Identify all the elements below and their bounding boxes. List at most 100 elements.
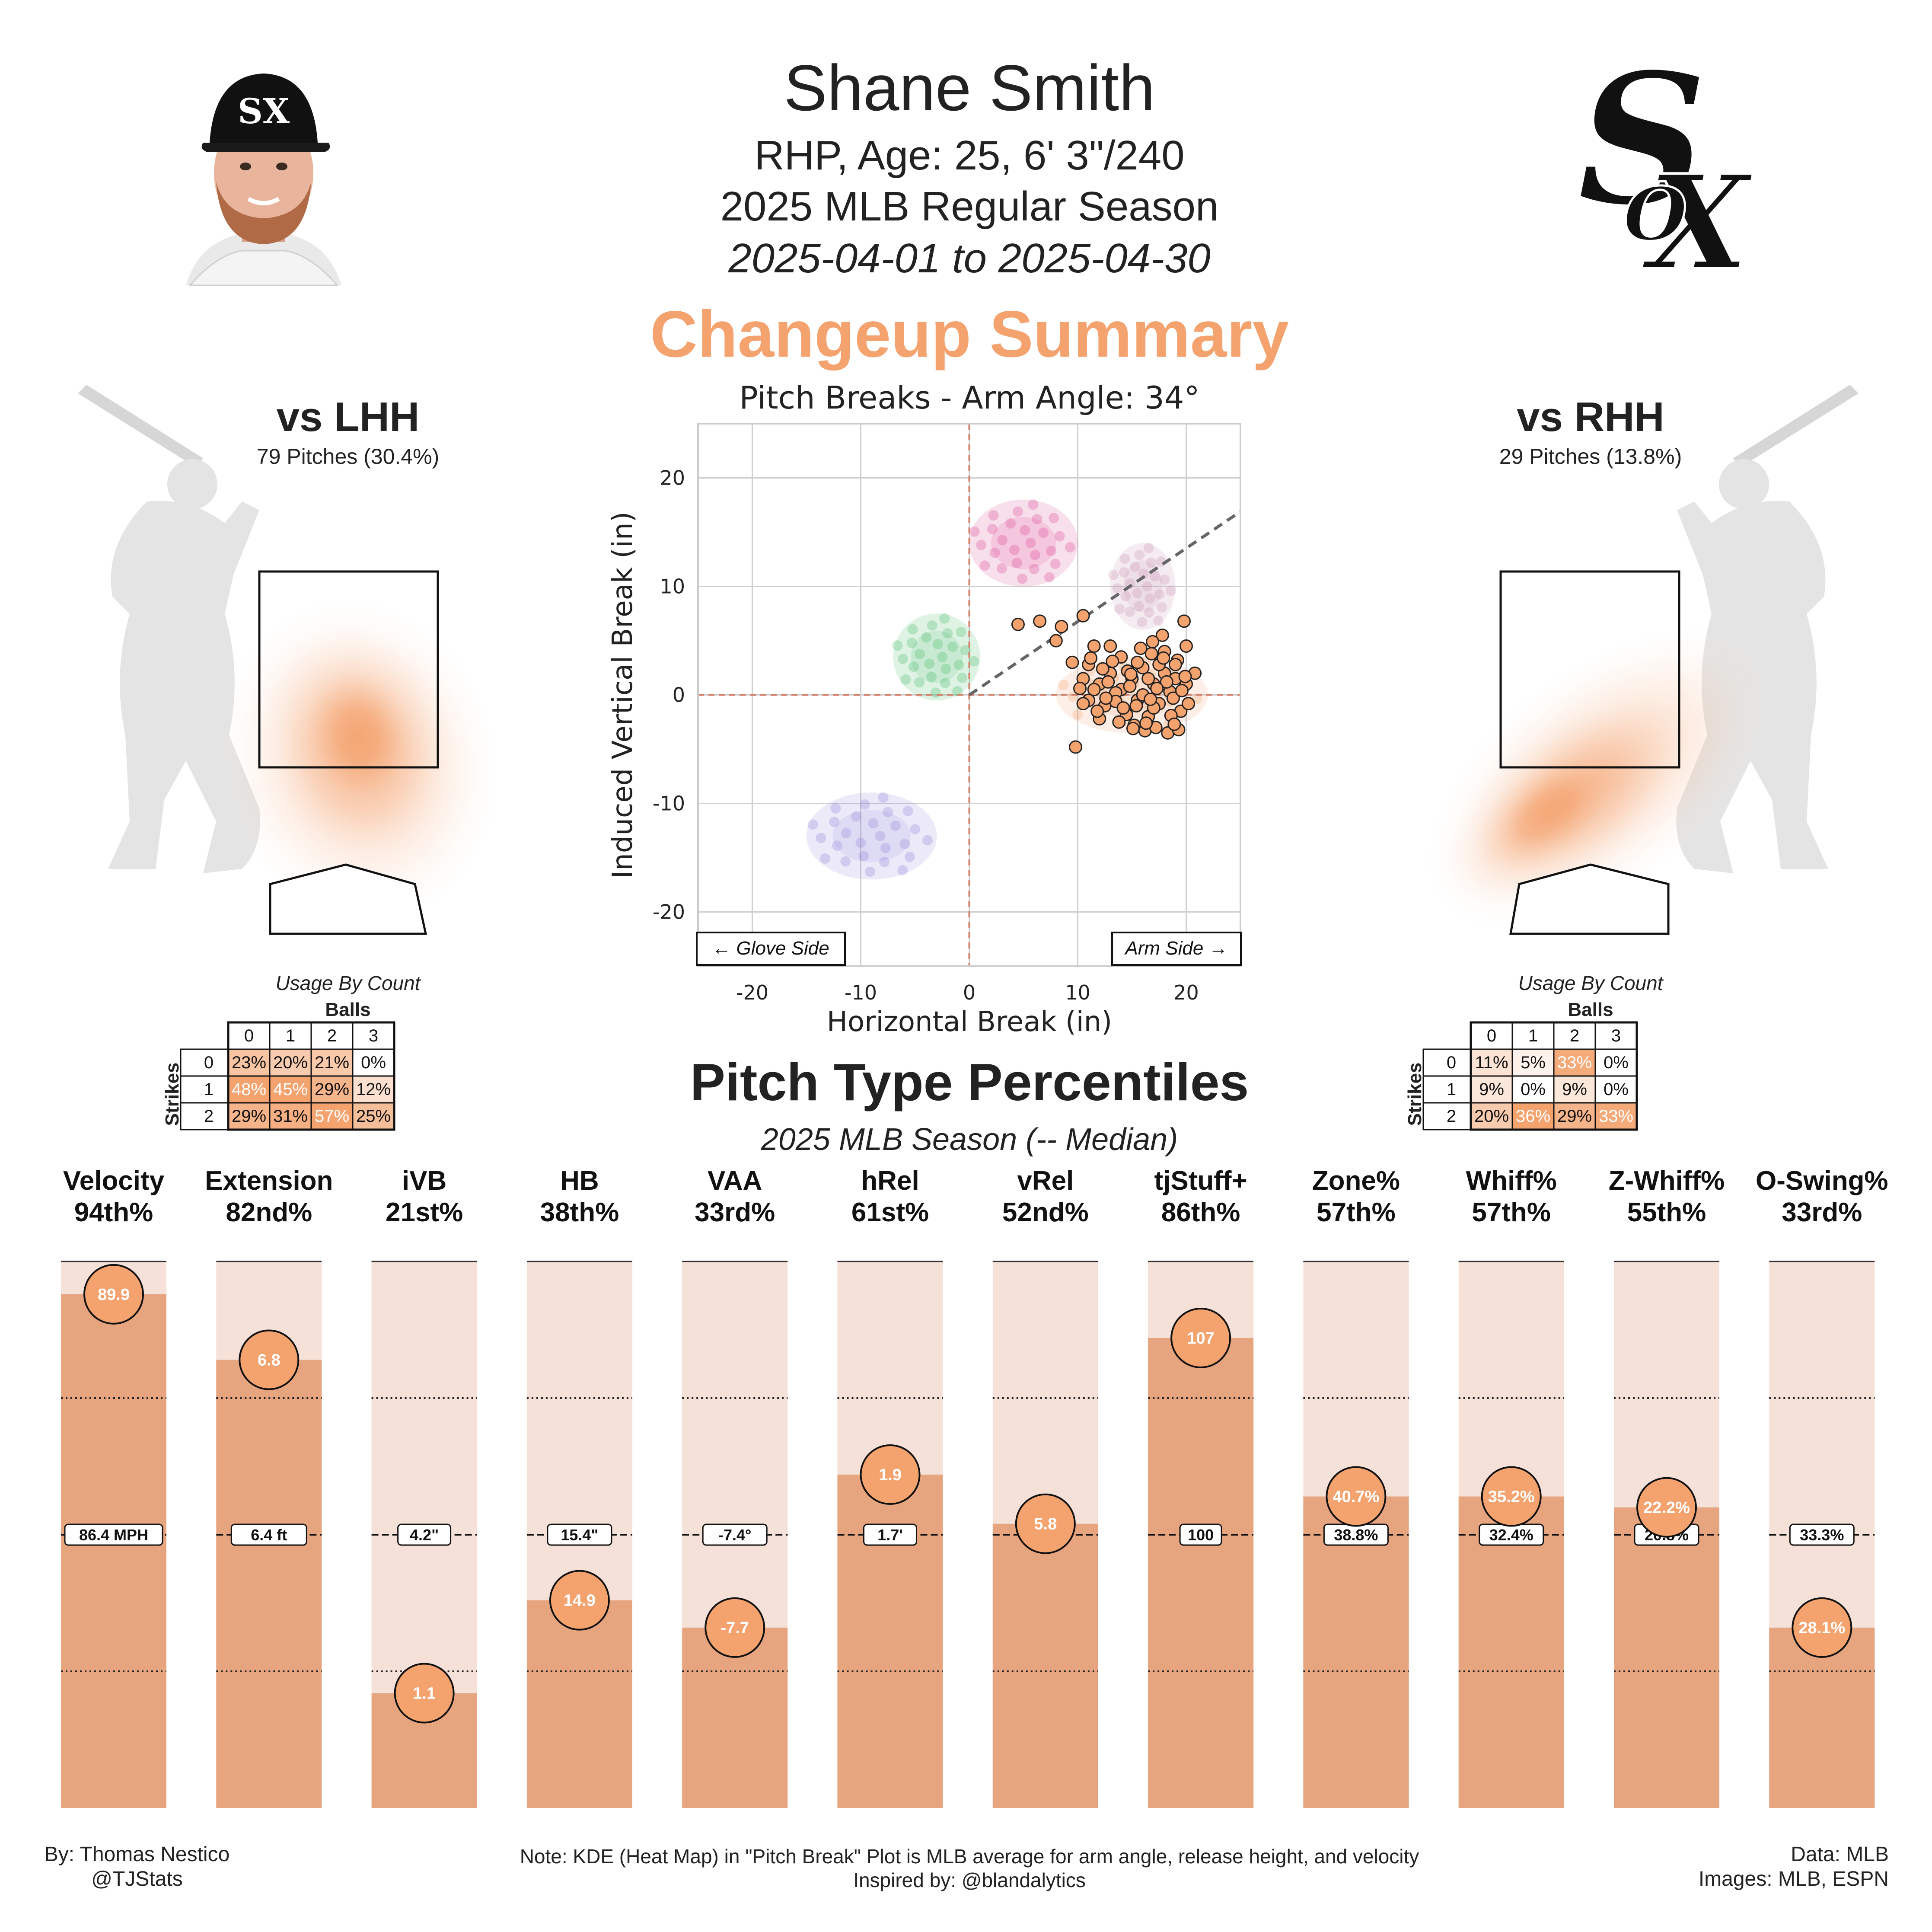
x-tick-label: 20 xyxy=(1173,981,1199,1004)
median-label-box xyxy=(230,1523,307,1546)
league-pitch-dot xyxy=(1049,513,1059,524)
percentile-bar-fill xyxy=(992,1523,1098,1808)
count-cell-value: 29% xyxy=(232,1107,266,1126)
rhh-title: vs RHH xyxy=(1517,394,1664,440)
changeup-point xyxy=(1126,722,1140,735)
league-pitch-dot xyxy=(942,628,953,639)
league-pitch-dot xyxy=(976,540,987,550)
count-cell-value: 20% xyxy=(1474,1107,1509,1126)
median-label: 1.7' xyxy=(877,1526,903,1544)
league-pitch-dot xyxy=(926,671,937,682)
count-cell-value: 29% xyxy=(315,1080,349,1099)
metric-name: Extension xyxy=(205,1166,333,1196)
rhh-panel: vs RHH 29 Pitches (13.8%) Usage By Count… xyxy=(1404,385,1859,1131)
league-pitch-dot xyxy=(851,811,861,822)
league-pitch-dot xyxy=(930,687,941,698)
median-label-box xyxy=(1789,1523,1855,1546)
count-cell-value: 12% xyxy=(356,1080,391,1099)
league-pitch-dot xyxy=(1065,542,1075,552)
break-plot-title: Pitch Breaks - Arm Angle: 34° xyxy=(739,380,1199,416)
changeup-point xyxy=(1145,647,1158,661)
rhh-count-title: Usage By Count xyxy=(1518,972,1664,994)
strike-header-cell xyxy=(1422,1102,1472,1130)
league-pitch-dot xyxy=(868,818,879,829)
arm-side-box: Arm Side → xyxy=(1111,932,1242,966)
league-pitch-dot xyxy=(979,560,990,571)
break-y-label: Induced Vertical Break (in) xyxy=(607,511,639,878)
glove-side-label: ← Glove Side xyxy=(712,938,829,959)
league-pitch-dot xyxy=(855,837,866,848)
percentiles-section: Pitch Type Percentiles 2025 MLB Season (… xyxy=(61,1053,1888,1808)
rhh-balls-label: Balls xyxy=(1568,999,1613,1020)
break-x-label: Horizontal Break (in) xyxy=(827,1006,1112,1038)
changeup-point xyxy=(1116,701,1130,715)
y-tick-label: 0 xyxy=(673,683,685,707)
metric-percentile: 82nd% xyxy=(226,1198,312,1227)
league-kde-cluster xyxy=(1109,542,1176,631)
league-pitch-dot xyxy=(914,677,925,688)
value-marker xyxy=(1481,1466,1542,1527)
value-label: 107 xyxy=(1187,1329,1214,1348)
lhh-count-table: 0 1 2 3 0 23% 20% 21% 0% 1 48% 45% 29% 12% 2 29% 31% 57% 2… xyxy=(180,1021,395,1131)
league-pitch-dot xyxy=(1028,499,1039,510)
league-pitch-dot xyxy=(898,654,909,664)
lhh-panel: vs LHH 79 Pitches (30.4%) Usage By Count… xyxy=(78,385,499,1131)
metric-name: Whiff% xyxy=(1466,1166,1557,1196)
league-kde-core xyxy=(991,517,1056,569)
changeup-point xyxy=(1087,683,1101,696)
changeup-point xyxy=(1076,697,1090,711)
footer: By: Thomas Nestico @TJStats Note: KDE (H… xyxy=(45,1843,1889,1891)
changeup-point xyxy=(1182,697,1196,711)
median-label: 33.3% xyxy=(1800,1526,1844,1544)
league-pitch-dot xyxy=(939,613,950,624)
player-headshot: SX xyxy=(186,73,341,286)
league-pitch-dot xyxy=(807,819,818,830)
arm-angle-line xyxy=(968,510,1240,696)
strike-header-0: 0 xyxy=(1447,1053,1456,1072)
strike-header-2: 2 xyxy=(1447,1107,1456,1126)
count-cell-value: 48% xyxy=(232,1080,266,1099)
value-marker xyxy=(549,1570,610,1631)
value-marker xyxy=(239,1329,300,1390)
league-pitch-dot xyxy=(906,638,917,648)
metric-name: iVB xyxy=(402,1166,446,1196)
changeup-point xyxy=(1011,617,1025,631)
count-cell-value: 5% xyxy=(1521,1053,1546,1072)
league-pitch-dot xyxy=(937,651,948,662)
changeup-point xyxy=(1168,658,1182,671)
league-pitch-dot xyxy=(902,806,913,817)
rhh-home-plate xyxy=(1509,863,1670,935)
value-label: -7.7 xyxy=(721,1619,749,1637)
x-tick-label: 10 xyxy=(1065,981,1090,1004)
count-cell-value: 0% xyxy=(1521,1080,1546,1099)
team-logo: S X O xyxy=(1575,32,1755,300)
count-cell-value: 33% xyxy=(1599,1107,1633,1126)
arm-side-label: Arm Side → xyxy=(1124,938,1227,959)
metric-percentile: 52nd% xyxy=(1002,1198,1089,1227)
count-cell xyxy=(1553,1048,1596,1077)
league-pitch-dot xyxy=(865,866,876,877)
league-pitch-dot xyxy=(1153,615,1164,626)
count-cell-value: 33% xyxy=(1557,1053,1592,1072)
strike-header-0: 0 xyxy=(204,1053,214,1072)
value-label: 6.8 xyxy=(258,1351,281,1370)
metric-name: O-Swing% xyxy=(1756,1166,1888,1196)
league-pitch-dot xyxy=(1005,518,1016,529)
league-pitch-dot xyxy=(1145,557,1156,568)
league-pitch-dot xyxy=(1112,583,1123,594)
league-pitch-dot xyxy=(880,843,891,853)
changeup-point xyxy=(1123,679,1137,693)
count-cell xyxy=(269,1075,312,1104)
league-pitch-dot xyxy=(1032,514,1043,524)
league-pitch-dot xyxy=(953,659,964,670)
median-label: -7.4° xyxy=(718,1526,751,1544)
value-marker xyxy=(1636,1477,1697,1538)
value-marker xyxy=(860,1444,921,1505)
league-kde-cluster xyxy=(806,792,937,880)
league-pitch-dot xyxy=(1137,617,1148,628)
changeup-point xyxy=(1106,655,1119,668)
league-pitch-dot xyxy=(921,632,932,643)
league-pitch-dot xyxy=(1114,604,1125,614)
